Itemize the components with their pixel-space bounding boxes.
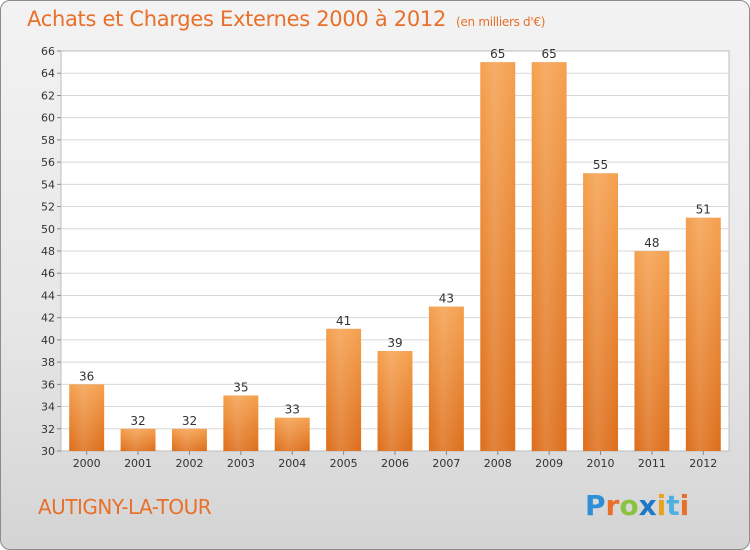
- y-tick-label: 48: [41, 245, 55, 258]
- bar-shine: [428, 306, 464, 451]
- x-tick-label: 2007: [432, 457, 460, 470]
- chart-title-text: Achats et Charges Externes 2000 à 2012: [27, 7, 447, 31]
- data-label: 39: [387, 336, 402, 350]
- logo-letter: r: [605, 489, 620, 522]
- x-tick-label: 2010: [587, 457, 615, 470]
- x-tick-label: 2005: [330, 457, 358, 470]
- commune-name: AUTIGNY-LA-TOUR: [38, 495, 212, 519]
- y-tick-label: 40: [41, 334, 55, 347]
- x-axis: 2000 2001 2002 2003 2004 2005 2006 2007 2008 2009…: [73, 451, 717, 470]
- bar-shine: [531, 62, 567, 451]
- y-tick-label: 54: [41, 178, 55, 191]
- x-tick-label: 2012: [689, 457, 717, 470]
- x-tick-label: 2001: [124, 457, 152, 470]
- x-tick-label: 2004: [278, 457, 306, 470]
- y-tick-label: 52: [41, 201, 55, 214]
- y-tick-label: 36: [41, 378, 55, 391]
- x-tick-label: 2002: [175, 457, 203, 470]
- x-tick-label: 2009: [535, 457, 563, 470]
- y-tick-label: 50: [41, 223, 55, 236]
- data-label: 35: [233, 380, 248, 394]
- bar-shine: [69, 384, 105, 451]
- bar-shine: [274, 417, 310, 451]
- bar-shine: [634, 251, 670, 451]
- y-axis: 30 32 34 36 38 40 42 44 46 48 50 52 54 56 58 60 62 64 66: [41, 45, 61, 458]
- logo-letter: P: [585, 489, 606, 522]
- bar-shine: [685, 217, 721, 451]
- data-label: 51: [696, 203, 711, 217]
- y-tick-label: 64: [41, 67, 55, 80]
- x-tick-label: 2003: [227, 457, 255, 470]
- bar-shine: [326, 328, 362, 451]
- y-tick-label: 44: [41, 289, 55, 302]
- logo-letter: i: [679, 489, 690, 522]
- y-tick-label: 58: [41, 134, 55, 147]
- data-label: 65: [542, 47, 557, 61]
- y-tick-label: 46: [41, 267, 55, 280]
- bar-shine: [171, 428, 207, 451]
- y-tick-label: 66: [41, 45, 55, 58]
- data-label: 41: [336, 314, 351, 328]
- data-label: 43: [439, 292, 454, 306]
- x-tick-label: 2008: [484, 457, 512, 470]
- data-label: 65: [490, 47, 505, 61]
- data-label: 32: [130, 414, 145, 428]
- y-tick-label: 32: [41, 423, 55, 436]
- x-tick-label: 2011: [638, 457, 666, 470]
- data-label: 55: [593, 158, 608, 172]
- data-label: 48: [644, 236, 659, 250]
- data-label: 33: [285, 403, 300, 417]
- y-tick-label: 42: [41, 312, 55, 325]
- proxiti-logo[interactable]: Proxiti: [585, 489, 689, 522]
- bar-shine: [377, 351, 413, 451]
- chart-title: Achats et Charges Externes 2000 à 2012 (e…: [27, 7, 545, 31]
- chart-unit: (en milliers d'€): [456, 15, 546, 29]
- y-tick-label: 34: [41, 401, 55, 414]
- y-tick-label: 60: [41, 112, 55, 125]
- bar-shine: [583, 173, 619, 451]
- logo-letter: t: [666, 489, 680, 522]
- y-tick-label: 30: [41, 445, 55, 458]
- x-tick-label: 2000: [73, 457, 101, 470]
- bar-shine: [120, 428, 156, 451]
- bar-shine: [480, 62, 516, 451]
- logo-letter: x: [638, 489, 657, 522]
- y-tick-label: 62: [41, 89, 55, 102]
- x-tick-label: 2006: [381, 457, 409, 470]
- y-tick-label: 56: [41, 156, 55, 169]
- data-label: 32: [182, 414, 197, 428]
- logo-letter: o: [619, 489, 639, 522]
- bars: 36 32 32 35 33 41 39 43 65 65 55 48 51: [69, 47, 721, 451]
- y-tick-label: 38: [41, 356, 55, 369]
- bar-shine: [223, 395, 259, 451]
- data-label: 36: [79, 369, 94, 383]
- logo-letter: i: [656, 489, 667, 522]
